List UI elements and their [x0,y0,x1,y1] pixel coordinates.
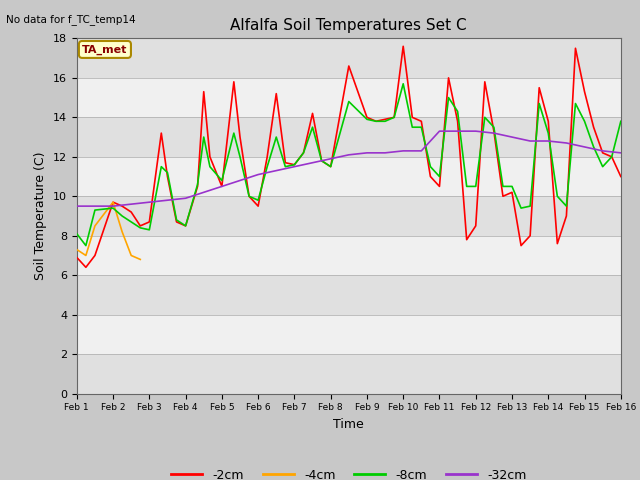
Bar [77,275,621,315]
Bar [77,354,621,394]
Y-axis label: Soil Temperature (C): Soil Temperature (C) [35,152,47,280]
Bar [77,315,621,354]
Text: No data for f_TC_temp14: No data for f_TC_temp14 [6,14,136,25]
Title: Alfalfa Soil Temperatures Set C: Alfalfa Soil Temperatures Set C [230,18,467,33]
Bar [77,38,621,78]
Bar [77,78,621,117]
Bar [77,236,621,275]
Bar [77,117,621,157]
Text: TA_met: TA_met [82,44,127,55]
Bar [77,0,621,38]
Bar [77,157,621,196]
Legend: -2cm, -4cm, -8cm, -32cm: -2cm, -4cm, -8cm, -32cm [166,464,531,480]
Bar [77,196,621,236]
X-axis label: Time: Time [333,418,364,431]
